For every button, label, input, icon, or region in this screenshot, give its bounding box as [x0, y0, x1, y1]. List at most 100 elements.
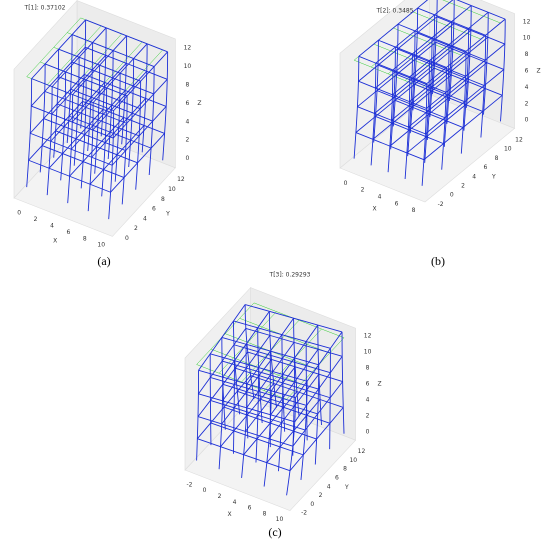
beam: [84, 74, 167, 107]
beam: [270, 349, 319, 416]
x-tick-label: 4: [378, 194, 382, 201]
x-tick-label: 2: [34, 216, 38, 223]
beam: [436, 16, 506, 45]
y-tick-label: 8: [161, 196, 165, 203]
beam: [434, 67, 503, 96]
caption: (c): [268, 525, 281, 539]
z-tick-label: 0: [185, 155, 189, 162]
plot-title: T[3]: 0.29293: [269, 272, 311, 279]
beam: [294, 356, 343, 423]
x-tick-label: 8: [412, 207, 416, 214]
z-tick-label: 10: [364, 349, 372, 356]
beam: [417, 7, 486, 36]
z-tick-label: 10: [523, 35, 531, 42]
z-tick-label: 12: [364, 333, 372, 340]
z-tick-label: 4: [185, 118, 189, 125]
beam: [292, 381, 343, 447]
y-tick-label: 4: [472, 173, 476, 180]
beam: [85, 19, 168, 53]
beam: [414, 83, 483, 112]
beam: [68, 115, 152, 149]
beam: [295, 331, 343, 398]
beam: [113, 51, 168, 111]
y-tick-label: 0: [450, 192, 454, 199]
z-tick-label: 6: [185, 100, 189, 107]
beam: [71, 61, 154, 95]
beam: [70, 88, 153, 122]
caption: (b): [431, 254, 445, 268]
beam: [111, 106, 167, 166]
z-axis-label: Z: [537, 68, 541, 75]
beam: [221, 360, 319, 390]
y-tick-label: 10: [504, 146, 512, 153]
z-tick-label: 6: [366, 381, 370, 388]
x-tick-label: 4: [233, 499, 237, 506]
beam: [57, 103, 140, 137]
y-tick-label: 2: [319, 492, 323, 499]
x-tick-label: 6: [248, 505, 252, 512]
y-tick-label: 2: [461, 183, 465, 190]
beam: [110, 133, 165, 193]
y-axis-label: Y: [344, 484, 349, 491]
beam: [82, 101, 165, 134]
beam: [289, 407, 344, 471]
beam: [233, 344, 331, 374]
side-pane: [184, 286, 251, 471]
beam: [397, 23, 467, 52]
beam: [91, 98, 147, 158]
y-tick-label: 8: [343, 466, 347, 473]
x-tick-label: 4: [50, 223, 54, 230]
x-tick-label: 6: [66, 229, 70, 236]
z-tick-label: 6: [525, 68, 529, 75]
z-tick-label: 10: [184, 63, 192, 70]
y-tick-label: -2: [438, 201, 444, 208]
z-tick-label: 4: [366, 397, 370, 404]
y-tick-label: 4: [143, 215, 147, 222]
beam: [408, 62, 488, 128]
x-tick-label: 0: [344, 180, 348, 187]
beam: [71, 34, 155, 67]
x-tick-label: 10: [97, 242, 105, 249]
x-tick-label: 2: [361, 187, 365, 194]
y-tick-label: 6: [335, 475, 339, 482]
z-tick-label: 0: [525, 117, 529, 124]
beam: [223, 406, 317, 440]
x-tick-label: 0: [17, 210, 21, 217]
caption: (a): [97, 254, 110, 268]
y-tick-label: -2: [301, 510, 307, 517]
beam: [245, 304, 343, 333]
z-tick-label: 12: [184, 45, 192, 52]
x-axis-label: X: [53, 238, 57, 245]
y-tick-label: 0: [310, 501, 314, 508]
x-tick-label: 8: [263, 510, 267, 517]
y-tick-label: 10: [168, 186, 176, 193]
beam: [423, 94, 503, 161]
beam: [396, 74, 465, 103]
beam: [85, 46, 168, 80]
beam: [245, 327, 343, 357]
beam: [409, 36, 489, 102]
beam: [221, 336, 319, 366]
x-tick-label: 2: [218, 493, 222, 500]
y-tick-label: 8: [495, 155, 499, 162]
undeformed-beam: [354, 59, 423, 88]
beam: [426, 18, 506, 84]
beam: [270, 324, 319, 392]
beam: [397, 48, 466, 77]
z-tick-label: 2: [366, 413, 370, 420]
x-tick-label: 6: [395, 200, 399, 207]
beam: [92, 70, 148, 131]
x-tick-label: 8: [83, 235, 87, 242]
beam: [222, 383, 318, 415]
y-axis-label: Y: [165, 211, 170, 218]
beam: [233, 320, 331, 349]
x-axis-label: X: [227, 511, 231, 518]
y-axis-label: Y: [491, 174, 496, 181]
beam: [92, 43, 148, 103]
z-axis-label: Z: [378, 381, 382, 388]
x-tick-label: 10: [276, 516, 284, 523]
y-tick-label: 6: [152, 206, 156, 213]
z-tick-label: 12: [523, 18, 531, 25]
